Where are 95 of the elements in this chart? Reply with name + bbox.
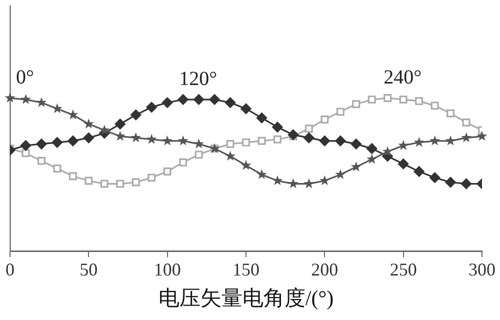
x-tick-label: 50 xyxy=(80,260,98,280)
point xyxy=(319,175,330,186)
point xyxy=(414,136,424,147)
point xyxy=(36,138,47,150)
point xyxy=(304,178,314,188)
point xyxy=(446,109,455,118)
point xyxy=(382,146,393,156)
point xyxy=(162,135,173,146)
point xyxy=(288,178,298,188)
point xyxy=(194,138,204,148)
point xyxy=(68,136,78,146)
point xyxy=(273,135,282,144)
point xyxy=(52,137,62,148)
point xyxy=(162,97,173,108)
point xyxy=(240,103,252,114)
point xyxy=(225,150,236,161)
point xyxy=(83,118,94,129)
point xyxy=(114,118,126,130)
point xyxy=(320,115,329,124)
point xyxy=(462,118,470,127)
point xyxy=(414,166,424,177)
point xyxy=(460,178,472,190)
point xyxy=(194,94,204,105)
point xyxy=(84,176,93,185)
point xyxy=(384,94,392,102)
point xyxy=(130,110,142,120)
point xyxy=(178,135,188,146)
x-axis-title: 电压矢量电角度/(°) xyxy=(158,286,334,310)
point xyxy=(22,149,30,158)
x-tick-label: 150 xyxy=(232,260,260,280)
point xyxy=(398,140,409,150)
point xyxy=(350,138,362,150)
point xyxy=(430,135,440,146)
point xyxy=(52,103,62,114)
x-tick-label: 250 xyxy=(390,260,417,280)
point xyxy=(224,97,236,108)
point xyxy=(178,94,188,105)
text: 240° xyxy=(384,66,422,88)
point xyxy=(476,130,488,141)
point xyxy=(256,169,267,180)
x-tick-label: 200 xyxy=(311,260,338,280)
point xyxy=(226,140,234,148)
point xyxy=(272,122,283,132)
point xyxy=(146,102,157,113)
point xyxy=(398,158,409,170)
text: 120° xyxy=(179,68,218,90)
point xyxy=(83,132,94,144)
point xyxy=(114,130,126,141)
point xyxy=(4,92,16,102)
point xyxy=(430,102,439,110)
point xyxy=(99,124,110,135)
point xyxy=(146,134,157,144)
point xyxy=(179,158,188,166)
point xyxy=(258,136,266,145)
point xyxy=(116,180,124,188)
point xyxy=(350,161,362,172)
point xyxy=(368,96,376,104)
point xyxy=(20,94,31,104)
point xyxy=(445,176,456,188)
point xyxy=(130,132,142,142)
point xyxy=(194,150,203,159)
point xyxy=(366,154,378,164)
point xyxy=(272,175,283,186)
point xyxy=(68,109,78,120)
point xyxy=(163,168,172,176)
point xyxy=(148,174,156,182)
x-tick-label: 100 xyxy=(154,260,181,280)
point xyxy=(335,169,346,180)
point xyxy=(100,180,108,188)
point xyxy=(240,160,252,170)
point xyxy=(304,132,314,144)
point xyxy=(256,112,268,124)
point xyxy=(399,96,408,104)
point xyxy=(336,108,344,116)
point xyxy=(366,143,378,154)
point xyxy=(36,97,47,108)
point xyxy=(415,97,424,106)
point xyxy=(209,94,220,105)
point xyxy=(430,172,440,183)
point xyxy=(335,136,346,146)
point xyxy=(20,140,32,151)
point xyxy=(288,129,298,140)
point xyxy=(304,124,313,133)
text: 0° xyxy=(16,66,34,88)
point xyxy=(319,136,330,146)
point xyxy=(53,164,62,172)
point xyxy=(132,178,140,186)
point xyxy=(352,100,360,108)
x-tick-label: 300 xyxy=(468,260,496,280)
point xyxy=(68,172,77,180)
point xyxy=(461,132,472,142)
point xyxy=(37,156,46,165)
x-tick-label: 0 xyxy=(6,260,14,280)
point xyxy=(445,135,456,146)
point xyxy=(242,138,250,146)
